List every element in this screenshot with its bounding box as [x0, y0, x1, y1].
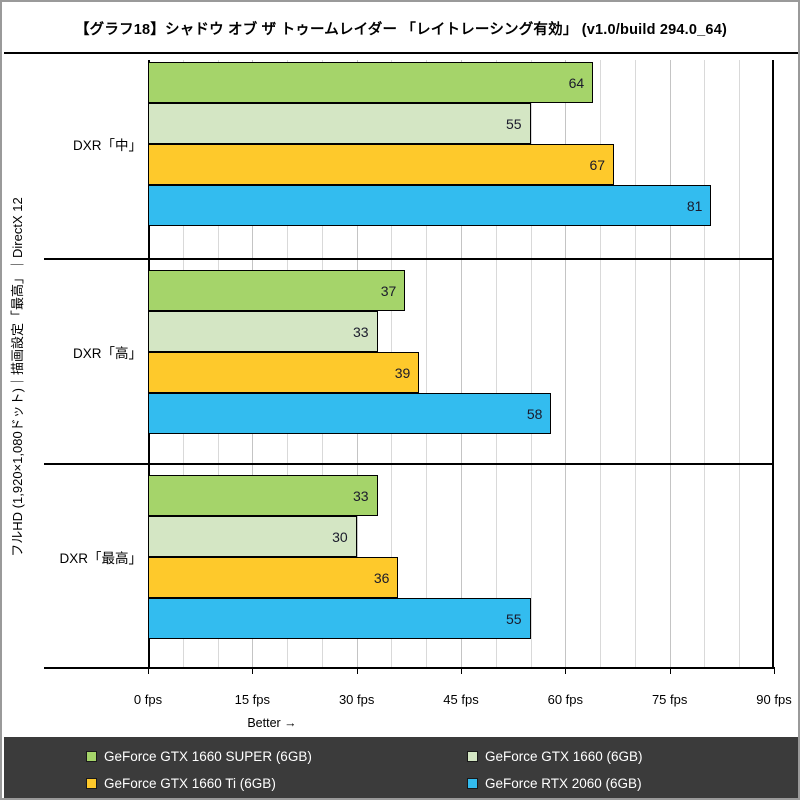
bar-value-label: 58 — [526, 405, 543, 422]
bar-value-label: 64 — [568, 74, 585, 91]
gridline — [426, 60, 428, 667]
bar[interactable]: 58 — [148, 393, 552, 434]
bar-value-label: 30 — [332, 528, 348, 545]
group-separator — [44, 258, 774, 260]
legend-label: GeForce RTX 2060 (6GB) — [485, 775, 642, 791]
bar[interactable]: 55 — [148, 598, 531, 639]
legend-swatch — [86, 777, 97, 789]
bar-row: 36 — [148, 557, 774, 598]
bar-value-label: 55 — [505, 610, 522, 627]
bar[interactable]: 64 — [148, 62, 594, 103]
bar-row: 81 — [148, 185, 774, 226]
category-label-2: DXR「高」 — [72, 346, 142, 361]
bar-row: 33 — [148, 311, 774, 352]
x-tick-label: 90 fps — [756, 692, 792, 707]
title-divider — [4, 52, 798, 54]
gridline — [530, 60, 532, 667]
x-tick-mark — [565, 667, 567, 674]
group-separator — [44, 463, 774, 465]
gridline — [669, 60, 671, 667]
bar-row: 30 — [148, 516, 774, 557]
bar[interactable]: 33 — [148, 311, 378, 352]
x-tick-mark — [669, 667, 671, 674]
x-axis-line — [44, 667, 774, 669]
gridline — [704, 60, 706, 667]
legend-item[interactable]: GeForce GTX 1660 SUPER (6GB) — [86, 746, 312, 766]
x-tick-label: 30 fps — [338, 692, 375, 707]
bar[interactable]: 81 — [148, 185, 712, 226]
x-tick-label: 75 fps — [651, 692, 688, 707]
x-tick-mark — [356, 667, 358, 674]
bar-row: 37 — [148, 270, 774, 311]
gridline — [634, 60, 636, 667]
x-tick-label: 60 fps — [547, 692, 584, 707]
x-tick-label: 0 fps — [133, 692, 163, 707]
bar-row: 64 — [148, 62, 774, 103]
legend-label: GeForce GTX 1660 SUPER (6GB) — [104, 748, 312, 764]
legend-swatch — [467, 750, 478, 762]
chart-legend: GeForce GTX 1660 SUPER (6GB) GeForce GTX … — [4, 737, 798, 798]
gridline — [495, 60, 497, 667]
bar[interactable]: 39 — [148, 352, 420, 393]
bar-value-label: 67 — [589, 156, 606, 173]
gridline — [461, 60, 462, 667]
legend-item[interactable]: GeForce GTX 1660 Ti (6GB) — [86, 773, 276, 793]
bar[interactable]: 37 — [148, 270, 406, 311]
bar-value-label: 37 — [380, 282, 397, 299]
legend-label: GeForce GTX 1660 Ti (6GB) — [104, 775, 276, 791]
gridline — [600, 60, 602, 667]
better-direction-label: Better → — [247, 716, 297, 730]
category-label-1: DXR「中」 — [72, 138, 142, 153]
x-tick-mark — [461, 667, 462, 674]
gridline — [739, 60, 741, 667]
bar-row: 55 — [148, 598, 774, 639]
legend-item[interactable]: GeForce RTX 2060 (6GB) — [467, 773, 642, 793]
bar-value-label: 33 — [352, 323, 369, 340]
bar-row: 39 — [148, 352, 774, 393]
bar-value-label: 81 — [686, 197, 703, 214]
bar[interactable]: 67 — [148, 144, 615, 185]
bar-row: 58 — [148, 393, 774, 434]
legend-swatch — [86, 750, 97, 762]
bar-row: 33 — [148, 475, 774, 516]
x-tick-mark — [252, 667, 254, 674]
legend-swatch — [467, 777, 478, 789]
legend-item[interactable]: GeForce GTX 1660 (6GB) — [467, 746, 643, 766]
bar-value-label: 33 — [352, 487, 369, 504]
x-tick-label: 45 fps — [443, 692, 479, 707]
page-title: 【グラフ18】シャドウ オブ ザ トゥームレイダー 「レイトレーシング有効」 (… — [74, 21, 727, 38]
bar[interactable]: 55 — [148, 103, 531, 144]
category-label-3: DXR「最高」 — [59, 551, 142, 566]
bar-value-label: 55 — [505, 115, 522, 132]
bar-row: 55 — [148, 103, 774, 144]
bar-value-label: 36 — [373, 569, 390, 586]
bar-row: 67 — [148, 144, 774, 185]
gridline — [565, 60, 567, 667]
x-tick-label: 15 fps — [234, 692, 271, 707]
legend-label: GeForce GTX 1660 (6GB) — [485, 748, 643, 764]
x-tick-mark — [774, 667, 775, 674]
bar[interactable]: 36 — [148, 557, 399, 598]
x-tick-mark — [148, 667, 149, 674]
y-axis-caption: フルHD (1,920×1,080ドット)｜描画設定「最高」｜DirectX 1… — [9, 197, 25, 557]
bar-value-label: 39 — [394, 364, 411, 381]
chart-title-bar: 【グラフ18】シャドウ オブ ザ トゥームレイダー 「レイトレーシング有効」 (… — [4, 4, 798, 52]
gridline — [772, 60, 774, 667]
bar[interactable]: 33 — [148, 475, 378, 516]
bar[interactable]: 30 — [148, 516, 357, 557]
